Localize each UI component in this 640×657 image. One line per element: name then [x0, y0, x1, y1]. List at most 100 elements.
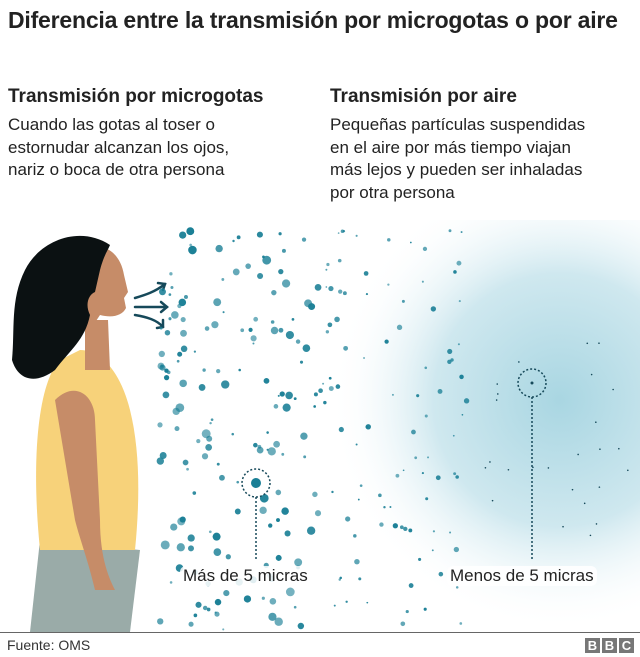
droplet — [325, 330, 330, 334]
droplet — [459, 622, 463, 625]
droplet — [389, 506, 392, 508]
droplet — [176, 543, 185, 552]
droplet — [275, 489, 282, 496]
droplet — [201, 429, 211, 439]
droplet — [293, 397, 297, 401]
droplet — [201, 453, 209, 460]
aerosol-particle — [518, 361, 520, 363]
droplet — [234, 508, 241, 515]
droplet — [437, 388, 443, 394]
droplet — [256, 231, 263, 238]
droplet — [303, 455, 307, 459]
droplet — [285, 587, 295, 597]
droplet — [457, 343, 460, 346]
bbc-logo: B B C — [585, 638, 634, 653]
droplet — [275, 554, 282, 561]
droplet — [243, 595, 252, 603]
logo-letter: B — [585, 638, 600, 653]
droplet — [325, 268, 328, 271]
droplet — [271, 289, 277, 296]
droplet — [211, 321, 219, 329]
droplet — [328, 386, 334, 392]
droplet — [160, 364, 164, 368]
droplet — [463, 398, 470, 404]
droplet — [435, 475, 441, 481]
droplet — [383, 506, 386, 509]
droplet — [387, 283, 390, 286]
droplet — [402, 469, 405, 472]
droplet — [355, 234, 358, 237]
droplet — [221, 380, 230, 389]
aerosol-particle — [627, 469, 629, 472]
aerosol-particle — [583, 502, 586, 505]
droplet-description: Cuando las gotas al toser o estornudar a… — [8, 114, 229, 182]
droplet — [268, 523, 273, 528]
droplet — [285, 391, 293, 400]
droplet — [453, 546, 460, 553]
droplet — [179, 516, 186, 523]
aerosol-particle — [547, 467, 550, 469]
droplet — [358, 577, 362, 581]
aerosol-particle — [599, 448, 601, 450]
aerosol-particle — [489, 461, 491, 463]
droplet — [232, 268, 240, 276]
droplet — [293, 605, 297, 609]
droplet — [363, 271, 369, 276]
droplet — [357, 498, 360, 501]
droplet — [248, 327, 253, 332]
droplet — [281, 279, 291, 288]
aerosol-particle — [507, 468, 510, 471]
droplet — [164, 329, 171, 336]
person-figure — [12, 235, 140, 632]
droplet — [266, 431, 269, 434]
droplet — [313, 405, 316, 408]
droplet — [187, 545, 194, 552]
aerosol-particle — [598, 486, 601, 488]
droplet — [170, 523, 178, 531]
droplet — [182, 459, 189, 466]
droplet — [449, 531, 452, 534]
droplet — [168, 317, 172, 321]
droplet — [274, 617, 283, 626]
droplet — [270, 326, 279, 335]
droplet — [338, 578, 341, 581]
droplet — [278, 232, 282, 236]
droplet — [180, 316, 186, 323]
droplet — [459, 374, 464, 380]
droplet — [253, 316, 259, 322]
droplet — [259, 493, 269, 503]
droplet — [198, 384, 206, 391]
droplet — [212, 532, 221, 541]
droplet — [328, 376, 332, 380]
droplet — [314, 283, 322, 291]
droplet — [179, 379, 187, 388]
droplet — [379, 522, 384, 527]
droplet — [421, 471, 424, 475]
droplet — [297, 622, 305, 630]
droplet — [186, 227, 195, 236]
desc-line: en el aire por más tiempo viajan — [330, 137, 571, 157]
droplet — [302, 344, 311, 352]
droplet — [192, 491, 197, 495]
aerosol-particle — [496, 393, 499, 395]
droplet — [422, 246, 428, 251]
droplet — [164, 368, 169, 373]
droplet — [157, 618, 164, 625]
droplet — [213, 548, 222, 556]
droplet — [273, 440, 280, 448]
droplet — [416, 394, 420, 398]
droplet — [170, 286, 174, 290]
droplet — [284, 530, 291, 537]
droplet — [365, 293, 369, 296]
droplet — [308, 303, 316, 311]
droplet — [195, 601, 202, 608]
droplet — [236, 235, 241, 240]
droplet — [447, 348, 453, 355]
droplet — [279, 391, 285, 397]
droplet — [174, 426, 180, 432]
droplet — [215, 244, 223, 253]
desc-line: más lejos y pueden ser inhaladas — [330, 160, 583, 179]
droplet — [202, 605, 208, 611]
airborne-description: Pequeñas partículas suspendidas en el ai… — [330, 114, 585, 204]
